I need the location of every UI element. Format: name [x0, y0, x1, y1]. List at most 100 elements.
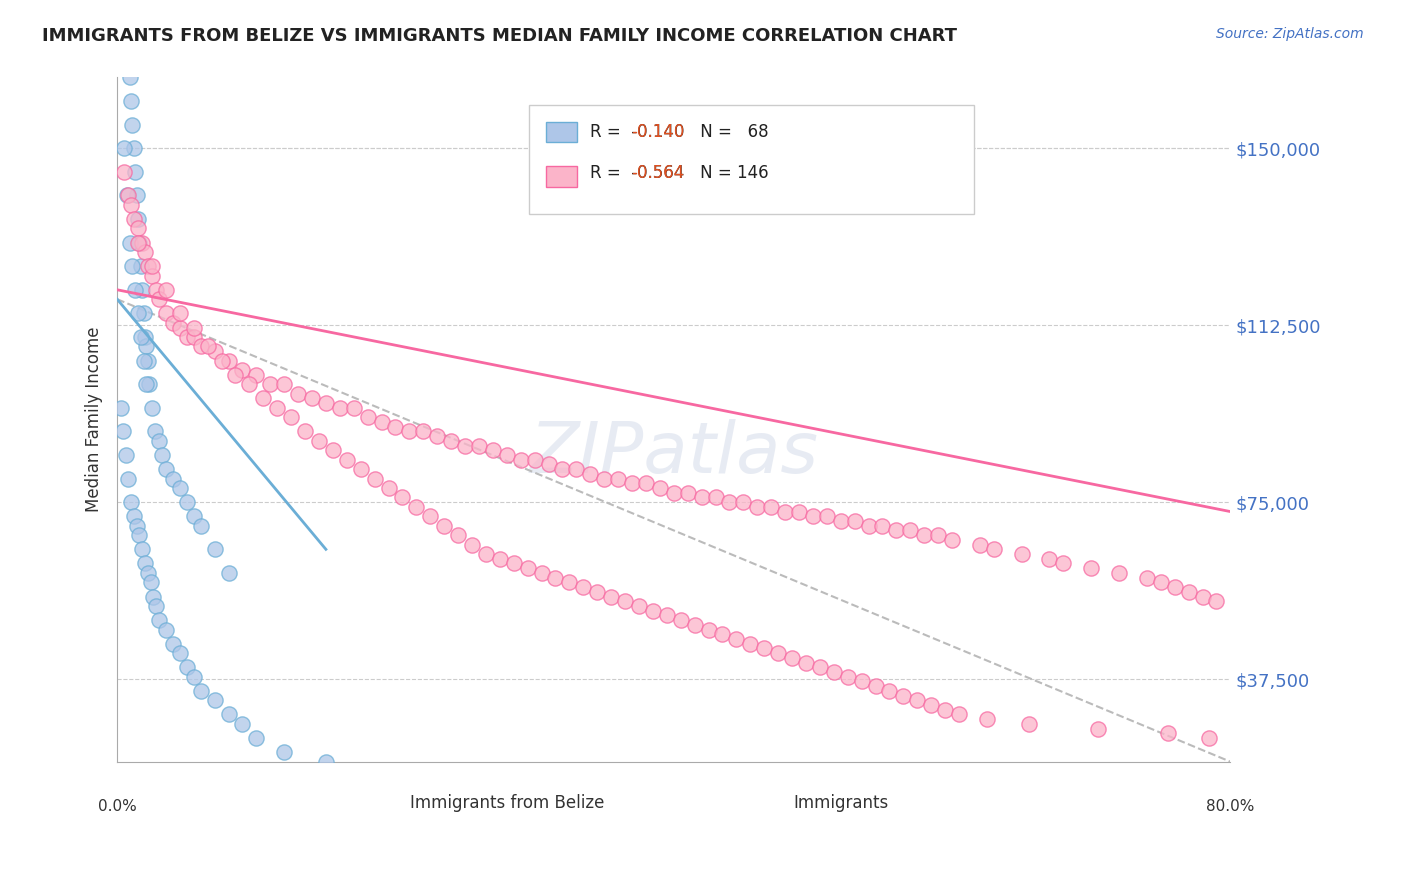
Point [127, 212, 149, 227]
Point [124, 283, 146, 297]
FancyBboxPatch shape [546, 122, 576, 143]
Point [122, 509, 145, 524]
Point [322, 443, 344, 458]
Point [823, 665, 845, 679]
Point [1108, 566, 1130, 580]
Point [183, 320, 205, 334]
Point [134, 330, 156, 344]
Point [370, 415, 392, 429]
Point [127, 306, 149, 320]
Point [142, 590, 165, 604]
Point [662, 485, 685, 500]
Point [211, 353, 233, 368]
Point [145, 599, 167, 613]
Point [120, 495, 142, 509]
Point [169, 481, 191, 495]
Point [440, 434, 463, 448]
Point [231, 363, 253, 377]
Point [579, 467, 602, 481]
Point [117, 471, 139, 485]
Point [537, 458, 560, 472]
Point [912, 528, 935, 542]
Point [197, 339, 219, 353]
Text: Immigrants: Immigrants [793, 794, 889, 812]
Point [398, 425, 420, 439]
Point [551, 462, 574, 476]
Point [740, 637, 762, 651]
Point [162, 316, 184, 330]
Text: Source: ZipAtlas.com: Source: ZipAtlas.com [1216, 27, 1364, 41]
Point [273, 745, 295, 759]
Point [218, 566, 240, 580]
Point [544, 571, 567, 585]
Point [273, 377, 295, 392]
Text: -0.140: -0.140 [631, 123, 685, 141]
Point [1177, 584, 1199, 599]
Point [461, 538, 484, 552]
Point [110, 401, 132, 415]
Point [336, 452, 359, 467]
Point [773, 505, 796, 519]
Point [169, 646, 191, 660]
Point [384, 419, 406, 434]
Point [259, 377, 281, 392]
Point [128, 528, 150, 542]
Point [118, 70, 141, 85]
Point [1136, 571, 1159, 585]
Point [122, 212, 145, 227]
Point [1191, 590, 1213, 604]
Point [141, 259, 163, 273]
Point [169, 320, 191, 334]
Point [718, 495, 741, 509]
Point [129, 330, 152, 344]
Point [837, 670, 859, 684]
Point [132, 306, 155, 320]
Point [704, 491, 727, 505]
Point [433, 518, 456, 533]
Point [218, 707, 240, 722]
Point [600, 590, 623, 604]
Point [1080, 561, 1102, 575]
Point [405, 500, 427, 514]
Point [454, 438, 477, 452]
Point [1018, 717, 1040, 731]
Point [648, 481, 671, 495]
Point [125, 518, 148, 533]
Point [391, 491, 413, 505]
Point [238, 377, 260, 392]
Point [530, 566, 553, 580]
Point [117, 188, 139, 202]
FancyBboxPatch shape [395, 796, 440, 813]
Point [1198, 731, 1220, 745]
Point [190, 339, 212, 353]
Point [141, 401, 163, 415]
Point [983, 542, 1005, 557]
Point [363, 471, 385, 485]
Point [586, 584, 609, 599]
Point [145, 283, 167, 297]
Point [111, 425, 134, 439]
Point [122, 141, 145, 155]
Point [725, 632, 748, 646]
Point [169, 306, 191, 320]
Point [558, 575, 581, 590]
Point [143, 425, 166, 439]
Point [117, 0, 139, 13]
Point [190, 518, 212, 533]
Point [969, 538, 991, 552]
Point [1157, 726, 1180, 740]
Point [621, 476, 644, 491]
Point [683, 617, 706, 632]
Point [315, 396, 337, 410]
Point [565, 462, 588, 476]
Point [976, 712, 998, 726]
Point [131, 283, 153, 297]
Point [941, 533, 963, 547]
Point [830, 514, 852, 528]
Point [593, 471, 616, 485]
Point [801, 509, 824, 524]
Point [766, 646, 789, 660]
Point [139, 575, 162, 590]
Point [308, 434, 330, 448]
Point [176, 330, 198, 344]
